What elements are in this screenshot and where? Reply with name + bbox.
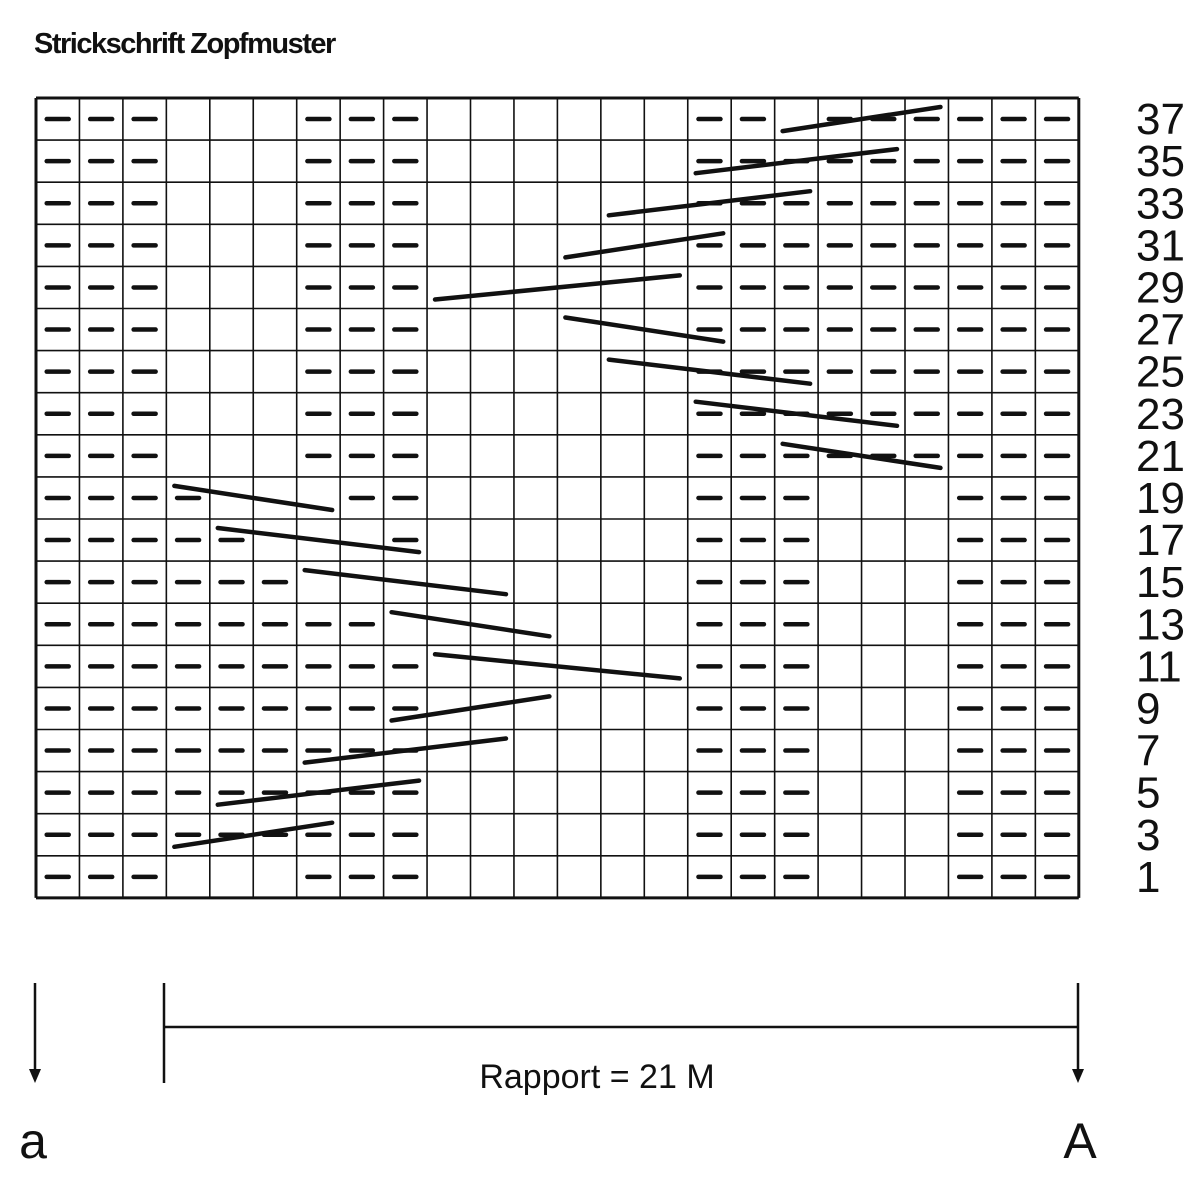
purl-symbols — [44, 116, 1071, 880]
cable-cross-line — [215, 525, 422, 555]
row-number: 31 — [1136, 221, 1185, 270]
row-number: 23 — [1136, 390, 1185, 439]
cable-cross-line — [693, 146, 900, 176]
row-number: 19 — [1136, 474, 1185, 523]
cable-cross-line — [432, 273, 682, 302]
row-number: 25 — [1136, 348, 1185, 397]
marker-A-arrow — [1072, 983, 1084, 1083]
row-number: 7 — [1136, 727, 1160, 776]
cable-cross-line — [606, 357, 813, 386]
cable-cross-line — [389, 609, 552, 639]
marker-a-arrow — [29, 983, 41, 1083]
row-number: 29 — [1136, 263, 1185, 312]
cable-cross-line — [172, 820, 335, 850]
cable-cross-line — [172, 483, 335, 513]
marker-A-label: A — [1063, 1113, 1097, 1169]
cable-cross-line — [606, 188, 813, 218]
marker-a-label: a — [19, 1113, 47, 1169]
cable-cross-line — [693, 399, 900, 429]
cable-cross-line — [780, 104, 943, 134]
cable-cross-line — [302, 567, 509, 597]
row-number: 15 — [1136, 558, 1185, 607]
cable-cross-line — [563, 315, 726, 344]
cable-cross-line — [563, 231, 726, 260]
row-number: 9 — [1136, 684, 1160, 733]
row-number: 3 — [1136, 811, 1160, 860]
row-number: 37 — [1136, 95, 1185, 144]
cable-cross-line — [780, 441, 943, 471]
cable-crossings — [172, 104, 943, 850]
chart-grid — [34, 96, 1081, 900]
row-number: 5 — [1136, 769, 1160, 818]
cable-cross-line — [389, 694, 552, 723]
cable-cross-line — [215, 778, 422, 807]
row-number: 27 — [1136, 306, 1185, 355]
row-number: 17 — [1136, 516, 1185, 565]
row-number: 21 — [1136, 432, 1185, 481]
row-number: 1 — [1136, 853, 1160, 902]
rapport-bracket — [162, 983, 1078, 1083]
cable-cross-line — [432, 652, 682, 681]
chart-title: Strickschrift Zopfmuster — [34, 28, 336, 60]
row-number: 13 — [1136, 600, 1185, 649]
row-number: 35 — [1136, 137, 1185, 186]
cable-cross-line — [302, 736, 509, 765]
row-number: 11 — [1136, 642, 1182, 691]
rapport-label: Rapport = 21 M — [479, 1058, 714, 1096]
row-number: 33 — [1136, 179, 1185, 228]
